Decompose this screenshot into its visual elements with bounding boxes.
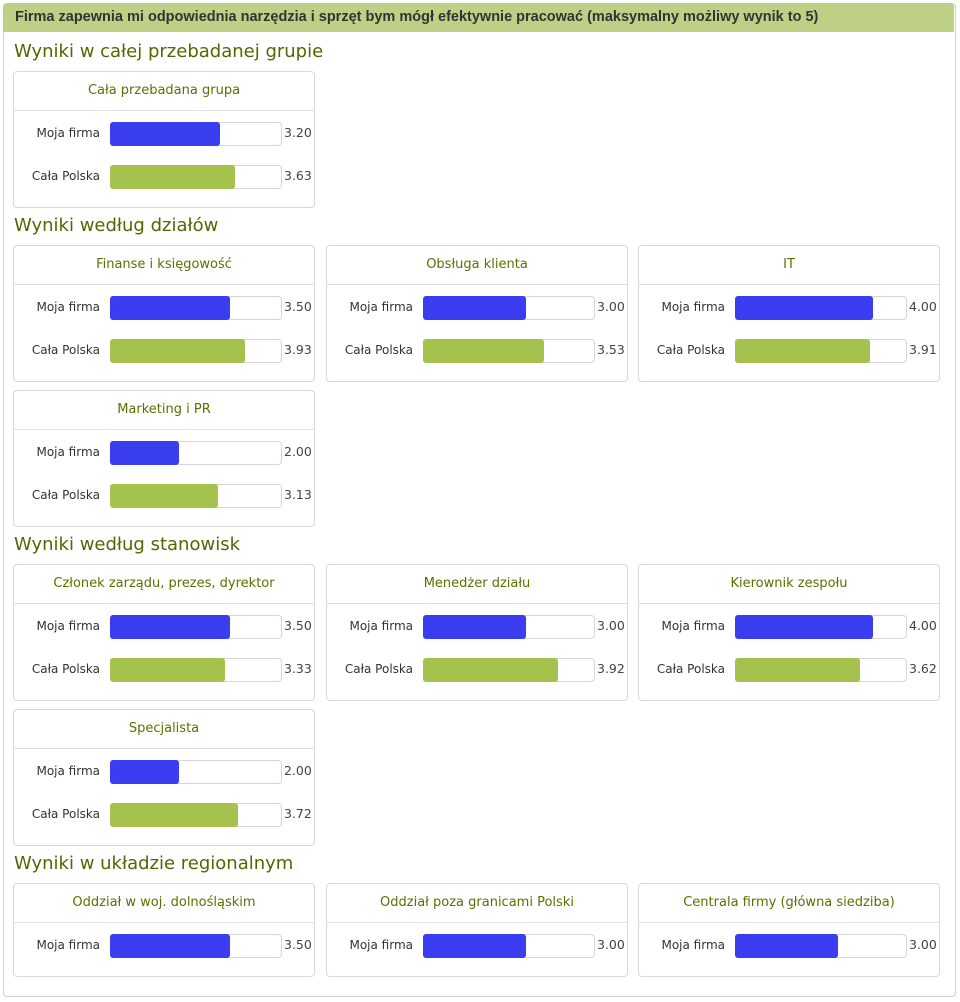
panel: Menedżer działu Moja firma 3.00 Cała Polska…: [326, 564, 628, 701]
panel: Członek zarządu, prezes, dyrektor Moja fi…: [13, 564, 315, 701]
bar: [110, 122, 221, 146]
value-label: 3.63: [284, 168, 312, 183]
panel-title: Kierownik zespołu: [639, 565, 939, 604]
bar: [110, 484, 218, 508]
bar: [110, 296, 231, 320]
value-label: 3.33: [284, 661, 312, 676]
panel-title: Specjalista: [14, 710, 314, 749]
bar: [110, 339, 246, 363]
section-heading: Wyniki w całej przebadanej grupie: [14, 41, 324, 62]
value-label: 4.00: [909, 299, 937, 314]
bar: [423, 339, 545, 363]
panel: Obsługa klienta Moja firma 3.00 Cała Polska…: [326, 245, 628, 382]
bar: [735, 658, 860, 682]
row-label: Moja firma: [661, 300, 725, 314]
panel-title: Oddział w woj. dolnośląskim: [14, 884, 314, 923]
panel-title: Cała przebadana grupa: [14, 72, 314, 111]
row-label: Moja firma: [36, 764, 100, 778]
value-label: 3.00: [597, 937, 625, 952]
bar: [423, 296, 527, 320]
section-heading: Wyniki według działów: [14, 215, 219, 236]
value-label: 3.50: [284, 299, 312, 314]
value-label: 3.50: [284, 618, 312, 633]
section-heading: Wyniki w układzie regionalnym: [14, 853, 294, 874]
section-heading: Wyniki według stanowisk: [14, 534, 240, 555]
bar: [735, 296, 873, 320]
value-label: 2.00: [284, 444, 312, 459]
panel: Finanse i księgowość Moja firma 3.50 Cała P…: [13, 245, 315, 382]
value-label: 3.20: [284, 125, 312, 140]
panel-title: IT: [639, 246, 939, 285]
bar: [110, 658, 225, 682]
row-label: Cała Polska: [31, 169, 100, 183]
row-label: Moja firma: [36, 619, 100, 633]
bar: [423, 934, 527, 958]
row-label: Cała Polska: [31, 488, 100, 502]
page-title: Firma zapewnia mi odpowiednia narzędzia …: [3, 3, 954, 32]
value-label: 3.50: [284, 937, 312, 952]
panel-title: Oddział poza granicami Polski: [327, 884, 627, 923]
row-label: Cała Polska: [31, 343, 100, 357]
panel-title: Obsługa klienta: [327, 246, 627, 285]
value-label: 3.72: [284, 806, 312, 821]
value-label: 3.92: [597, 661, 625, 676]
panel: Marketing i PR Moja firma 2.00 Cała Polska 3…: [13, 390, 315, 527]
bar: [110, 165, 235, 189]
row-label: Moja firma: [349, 938, 413, 952]
panel: Cała przebadana grupa Moja firma 3.20 Cała …: [13, 71, 315, 208]
panel-title: Członek zarządu, prezes, dyrektor: [14, 565, 314, 604]
panel: Centrala firmy (główna siedziba) Moja fir…: [638, 883, 940, 977]
bar: [110, 803, 238, 827]
value-label: 3.91: [909, 342, 937, 357]
row-label: Cała Polska: [344, 343, 413, 357]
value-label: 3.00: [597, 299, 625, 314]
value-label: 4.00: [909, 618, 937, 633]
panel: Oddział poza granicami Polski Moja firma 3…: [326, 883, 628, 977]
panel: Oddział w woj. dolnośląskim Moja firma 3.5…: [13, 883, 315, 977]
panel: Specjalista Moja firma 2.00 Cała Polska 3.72: [13, 709, 315, 846]
row-label: Moja firma: [36, 126, 100, 140]
bar: [110, 441, 179, 465]
value-label: 3.62: [909, 661, 937, 676]
bar: [110, 615, 231, 639]
bar: [423, 658, 558, 682]
row-label: Moja firma: [36, 445, 100, 459]
value-label: 2.00: [284, 763, 312, 778]
bar: [735, 339, 870, 363]
row-label: Cała Polska: [31, 807, 100, 821]
bar: [423, 615, 527, 639]
panel-title: Menedżer działu: [327, 565, 627, 604]
panel: IT Moja firma 4.00 Cała Polska 3.91: [638, 245, 940, 382]
row-label: Moja firma: [661, 938, 725, 952]
panel-title: Centrala firmy (główna siedziba): [639, 884, 939, 923]
row-label: Cała Polska: [656, 662, 725, 676]
bar: [735, 615, 873, 639]
value-label: 3.13: [284, 487, 312, 502]
bar: [110, 760, 179, 784]
row-label: Moja firma: [36, 938, 100, 952]
bar: [735, 934, 839, 958]
panel-title: Marketing i PR: [14, 391, 314, 430]
row-label: Cała Polska: [344, 662, 413, 676]
row-label: Cała Polska: [656, 343, 725, 357]
bar: [110, 934, 231, 958]
row-label: Moja firma: [36, 300, 100, 314]
value-label: 3.00: [597, 618, 625, 633]
row-label: Moja firma: [661, 619, 725, 633]
panel: Kierownik zespołu Moja firma 4.00 Cała Pols…: [638, 564, 940, 701]
row-label: Cała Polska: [31, 662, 100, 676]
value-label: 3.53: [597, 342, 625, 357]
row-label: Moja firma: [349, 619, 413, 633]
panel-title: Finanse i księgowość: [14, 246, 314, 285]
value-label: 3.93: [284, 342, 312, 357]
value-label: 3.00: [909, 937, 937, 952]
row-label: Moja firma: [349, 300, 413, 314]
